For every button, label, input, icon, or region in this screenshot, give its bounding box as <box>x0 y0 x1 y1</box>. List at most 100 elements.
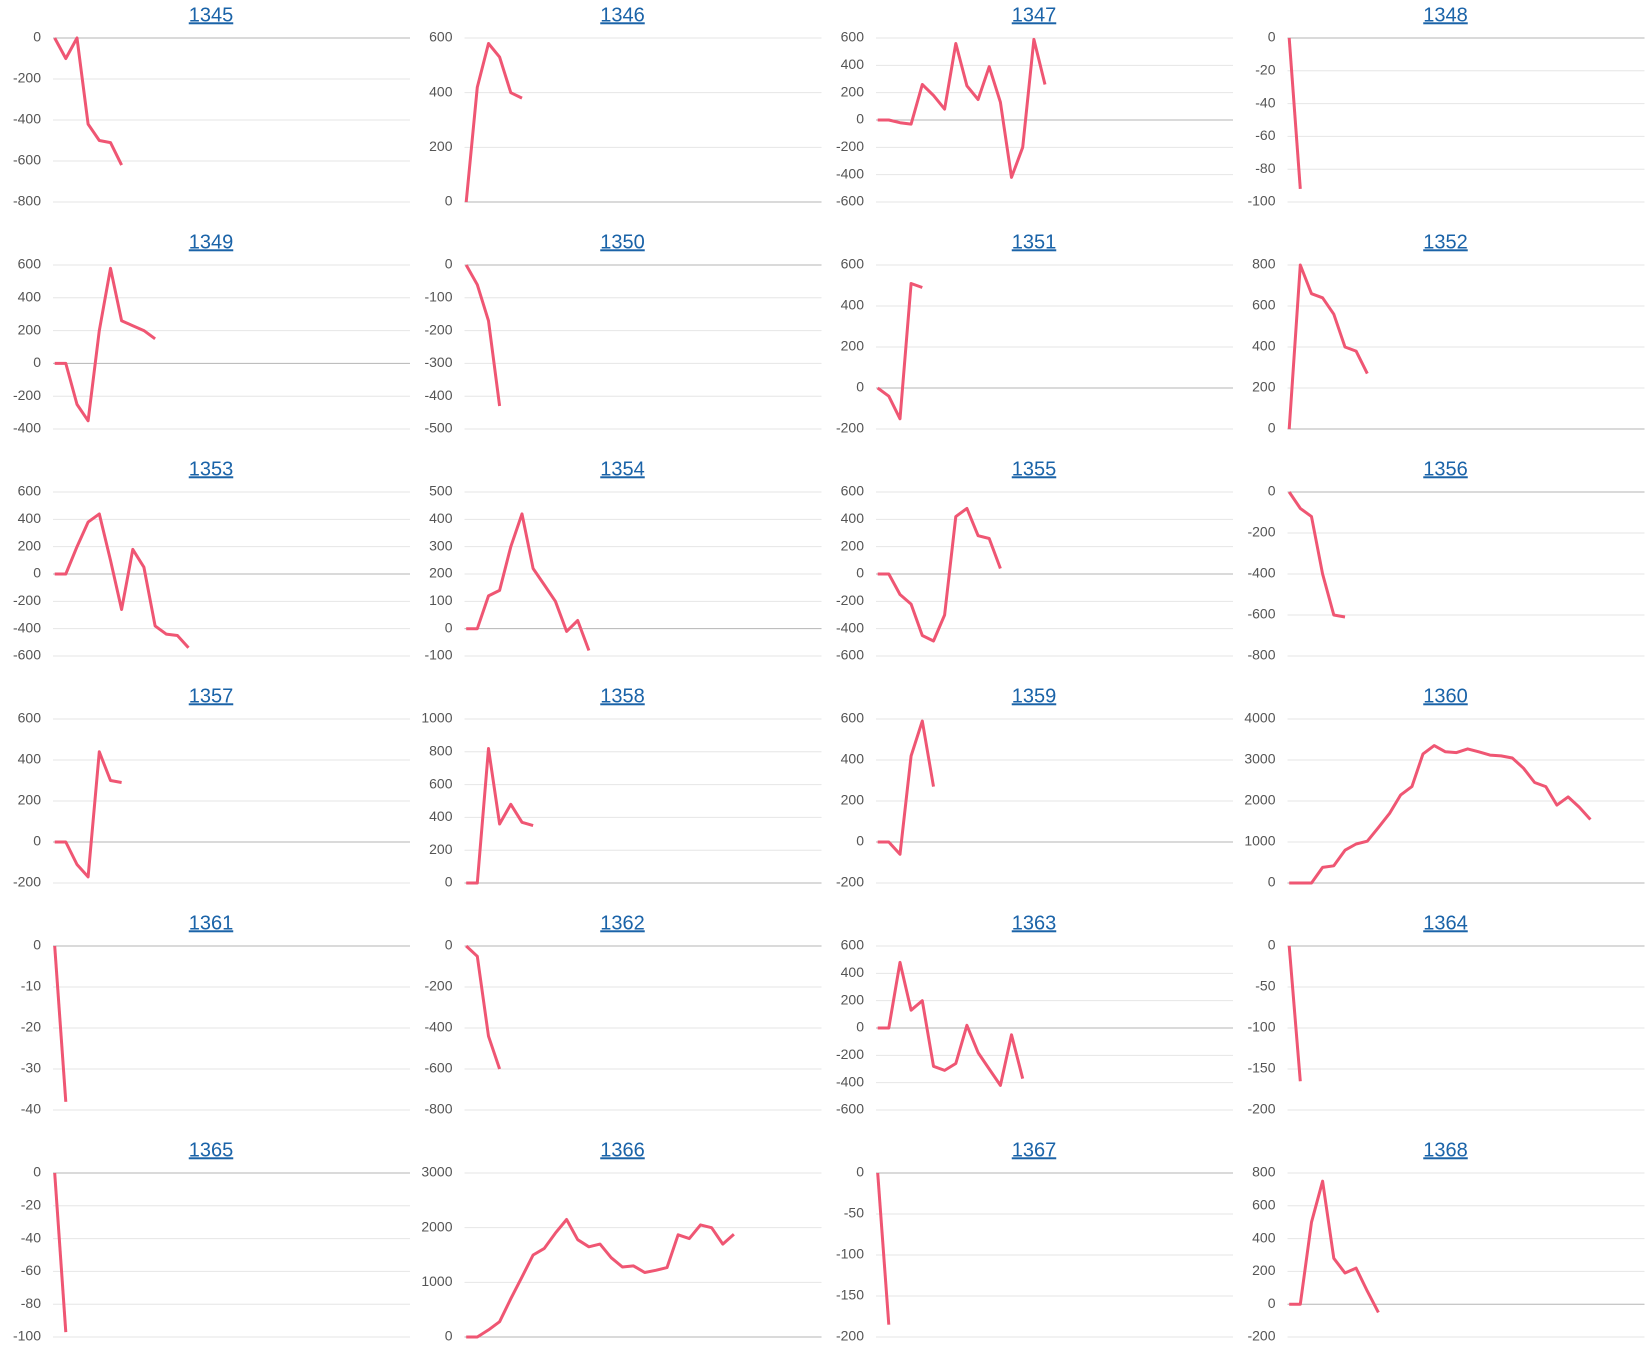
y-tick-label: 600 <box>1252 1197 1276 1213</box>
chart-title[interactable]: 1346 <box>600 4 645 26</box>
y-tick-label: 200 <box>841 792 865 808</box>
chart-title[interactable]: 1353 <box>189 458 234 480</box>
line-series <box>53 945 68 1102</box>
chart-title[interactable]: 1345 <box>189 4 234 26</box>
chart-panel: 1361 0 -10 -20 -30 -40 <box>21 912 410 1117</box>
y-tick-label: 0 <box>1268 483 1276 499</box>
y-tick-label: 300 <box>429 537 453 553</box>
chart-panel: 1346 0 200 400 600 <box>429 4 822 209</box>
chart-panel: 1347 600 400 200 0 -200 -400 -600 <box>836 4 1233 209</box>
chart-title[interactable]: 1356 <box>1423 458 1468 480</box>
y-tick-label: 600 <box>841 256 865 272</box>
y-tick-label: -100 <box>836 1246 864 1262</box>
y-tick-label: 600 <box>429 29 453 45</box>
chart-title[interactable]: 1359 <box>1012 685 1057 707</box>
chart-title[interactable]: 1368 <box>1423 1139 1468 1161</box>
chart-title[interactable]: 1348 <box>1423 4 1468 26</box>
chart-panel: 1352 800 600 400 200 0 <box>1252 231 1645 436</box>
y-tick-label: -600 <box>836 647 864 663</box>
chart-title[interactable]: 1350 <box>600 231 645 253</box>
chart-title[interactable]: 1351 <box>1012 231 1057 253</box>
y-tick-label: -500 <box>424 420 452 436</box>
chart-title[interactable]: 1357 <box>189 685 234 707</box>
chart-title[interactable]: 1366 <box>600 1139 645 1161</box>
chart-title[interactable]: 1354 <box>600 458 645 480</box>
y-tick-label: -200 <box>424 978 452 994</box>
y-tick-label: 1000 <box>1244 833 1275 849</box>
chart-title[interactable]: 1365 <box>189 1139 234 1161</box>
line-series <box>1287 945 1302 1082</box>
y-tick-label: 0 <box>33 29 41 45</box>
y-tick-label: 0 <box>445 937 453 953</box>
y-tick-label: -200 <box>13 874 41 890</box>
y-tick-label: -20 <box>21 1019 41 1035</box>
y-tick-label: 0 <box>856 565 864 581</box>
y-tick-label: 0 <box>445 619 453 635</box>
y-tick-label: 400 <box>1252 1229 1276 1245</box>
y-tick-label: 200 <box>429 138 453 154</box>
y-tick-label: -400 <box>13 111 41 127</box>
chart-panel: 1364 0 -50 -100 -150 -200 <box>1247 912 1645 1117</box>
y-tick-label: 200 <box>841 338 865 354</box>
y-tick-label: 600 <box>1252 297 1276 313</box>
chart-title[interactable]: 1352 <box>1423 231 1468 253</box>
line-series <box>465 944 502 1070</box>
chart-title[interactable]: 1355 <box>1012 458 1057 480</box>
line-series <box>1287 37 1302 190</box>
y-tick-label: -200 <box>836 874 864 890</box>
chart-title[interactable]: 1364 <box>1423 912 1468 934</box>
line-series <box>466 512 591 652</box>
y-tick-label: 600 <box>18 256 42 272</box>
line-series <box>877 960 1025 1087</box>
y-tick-label: 3000 <box>421 1164 452 1180</box>
line-series <box>54 750 122 879</box>
y-tick-label: -200 <box>836 420 864 436</box>
chart-panel: 1365 0 -20 -40 -60 -80 -100 <box>13 1139 410 1344</box>
y-tick-label: -400 <box>424 1019 452 1035</box>
y-tick-label: 0 <box>856 379 864 395</box>
y-tick-label: 800 <box>1252 256 1276 272</box>
y-tick-label: 0 <box>1268 420 1276 436</box>
y-tick-label: 0 <box>33 937 41 953</box>
y-tick-label: -200 <box>13 70 41 86</box>
chart-title[interactable]: 1361 <box>189 912 234 934</box>
y-tick-label: 600 <box>841 937 865 953</box>
y-tick-label: -200 <box>1247 1101 1275 1117</box>
y-tick-label: 200 <box>1252 379 1276 395</box>
y-tick-label: -200 <box>1247 524 1275 540</box>
line-series <box>876 282 923 421</box>
chart-title[interactable]: 1349 <box>189 231 234 253</box>
chart-title[interactable]: 1360 <box>1423 685 1468 707</box>
line-series <box>466 747 534 885</box>
y-tick-label: 0 <box>856 111 864 127</box>
line-series <box>877 506 1002 643</box>
chart-panel: 1353 600 400 200 0 -200 -400 -600 <box>13 458 410 663</box>
chart-title[interactable]: 1362 <box>600 912 645 934</box>
y-tick-label: -600 <box>13 647 41 663</box>
line-series <box>464 264 502 407</box>
chart-title[interactable]: 1347 <box>1012 4 1057 26</box>
y-tick-label: 400 <box>18 289 42 305</box>
y-tick-label: -600 <box>13 152 41 168</box>
y-tick-label: 400 <box>429 510 453 526</box>
y-tick-label: -800 <box>424 1101 452 1117</box>
chart-title[interactable]: 1358 <box>600 685 645 707</box>
y-tick-label: 600 <box>18 710 42 726</box>
y-tick-label: 1000 <box>421 710 452 726</box>
chart-panel: 1362 0 -200 -400 -600 -800 <box>424 912 822 1117</box>
line-series <box>1289 744 1592 885</box>
y-tick-label: 1000 <box>421 1273 452 1289</box>
chart-panel: 1355 600 400 200 0 -200 -400 -600 <box>836 458 1233 663</box>
y-tick-label: 0 <box>1268 29 1276 45</box>
chart-panel: 1354 500 400 300 200 100 0 -100 <box>424 458 822 663</box>
chart-title[interactable]: 1363 <box>1012 912 1057 934</box>
y-tick-label: 400 <box>841 751 865 767</box>
y-tick-label: 200 <box>18 537 42 553</box>
y-tick-label: -80 <box>1255 160 1275 176</box>
y-tick-label: -400 <box>13 619 41 635</box>
y-tick-label: -100 <box>13 1328 41 1344</box>
y-tick-label: 0 <box>445 1328 453 1344</box>
line-series <box>54 266 156 423</box>
chart-title[interactable]: 1367 <box>1012 1139 1057 1161</box>
